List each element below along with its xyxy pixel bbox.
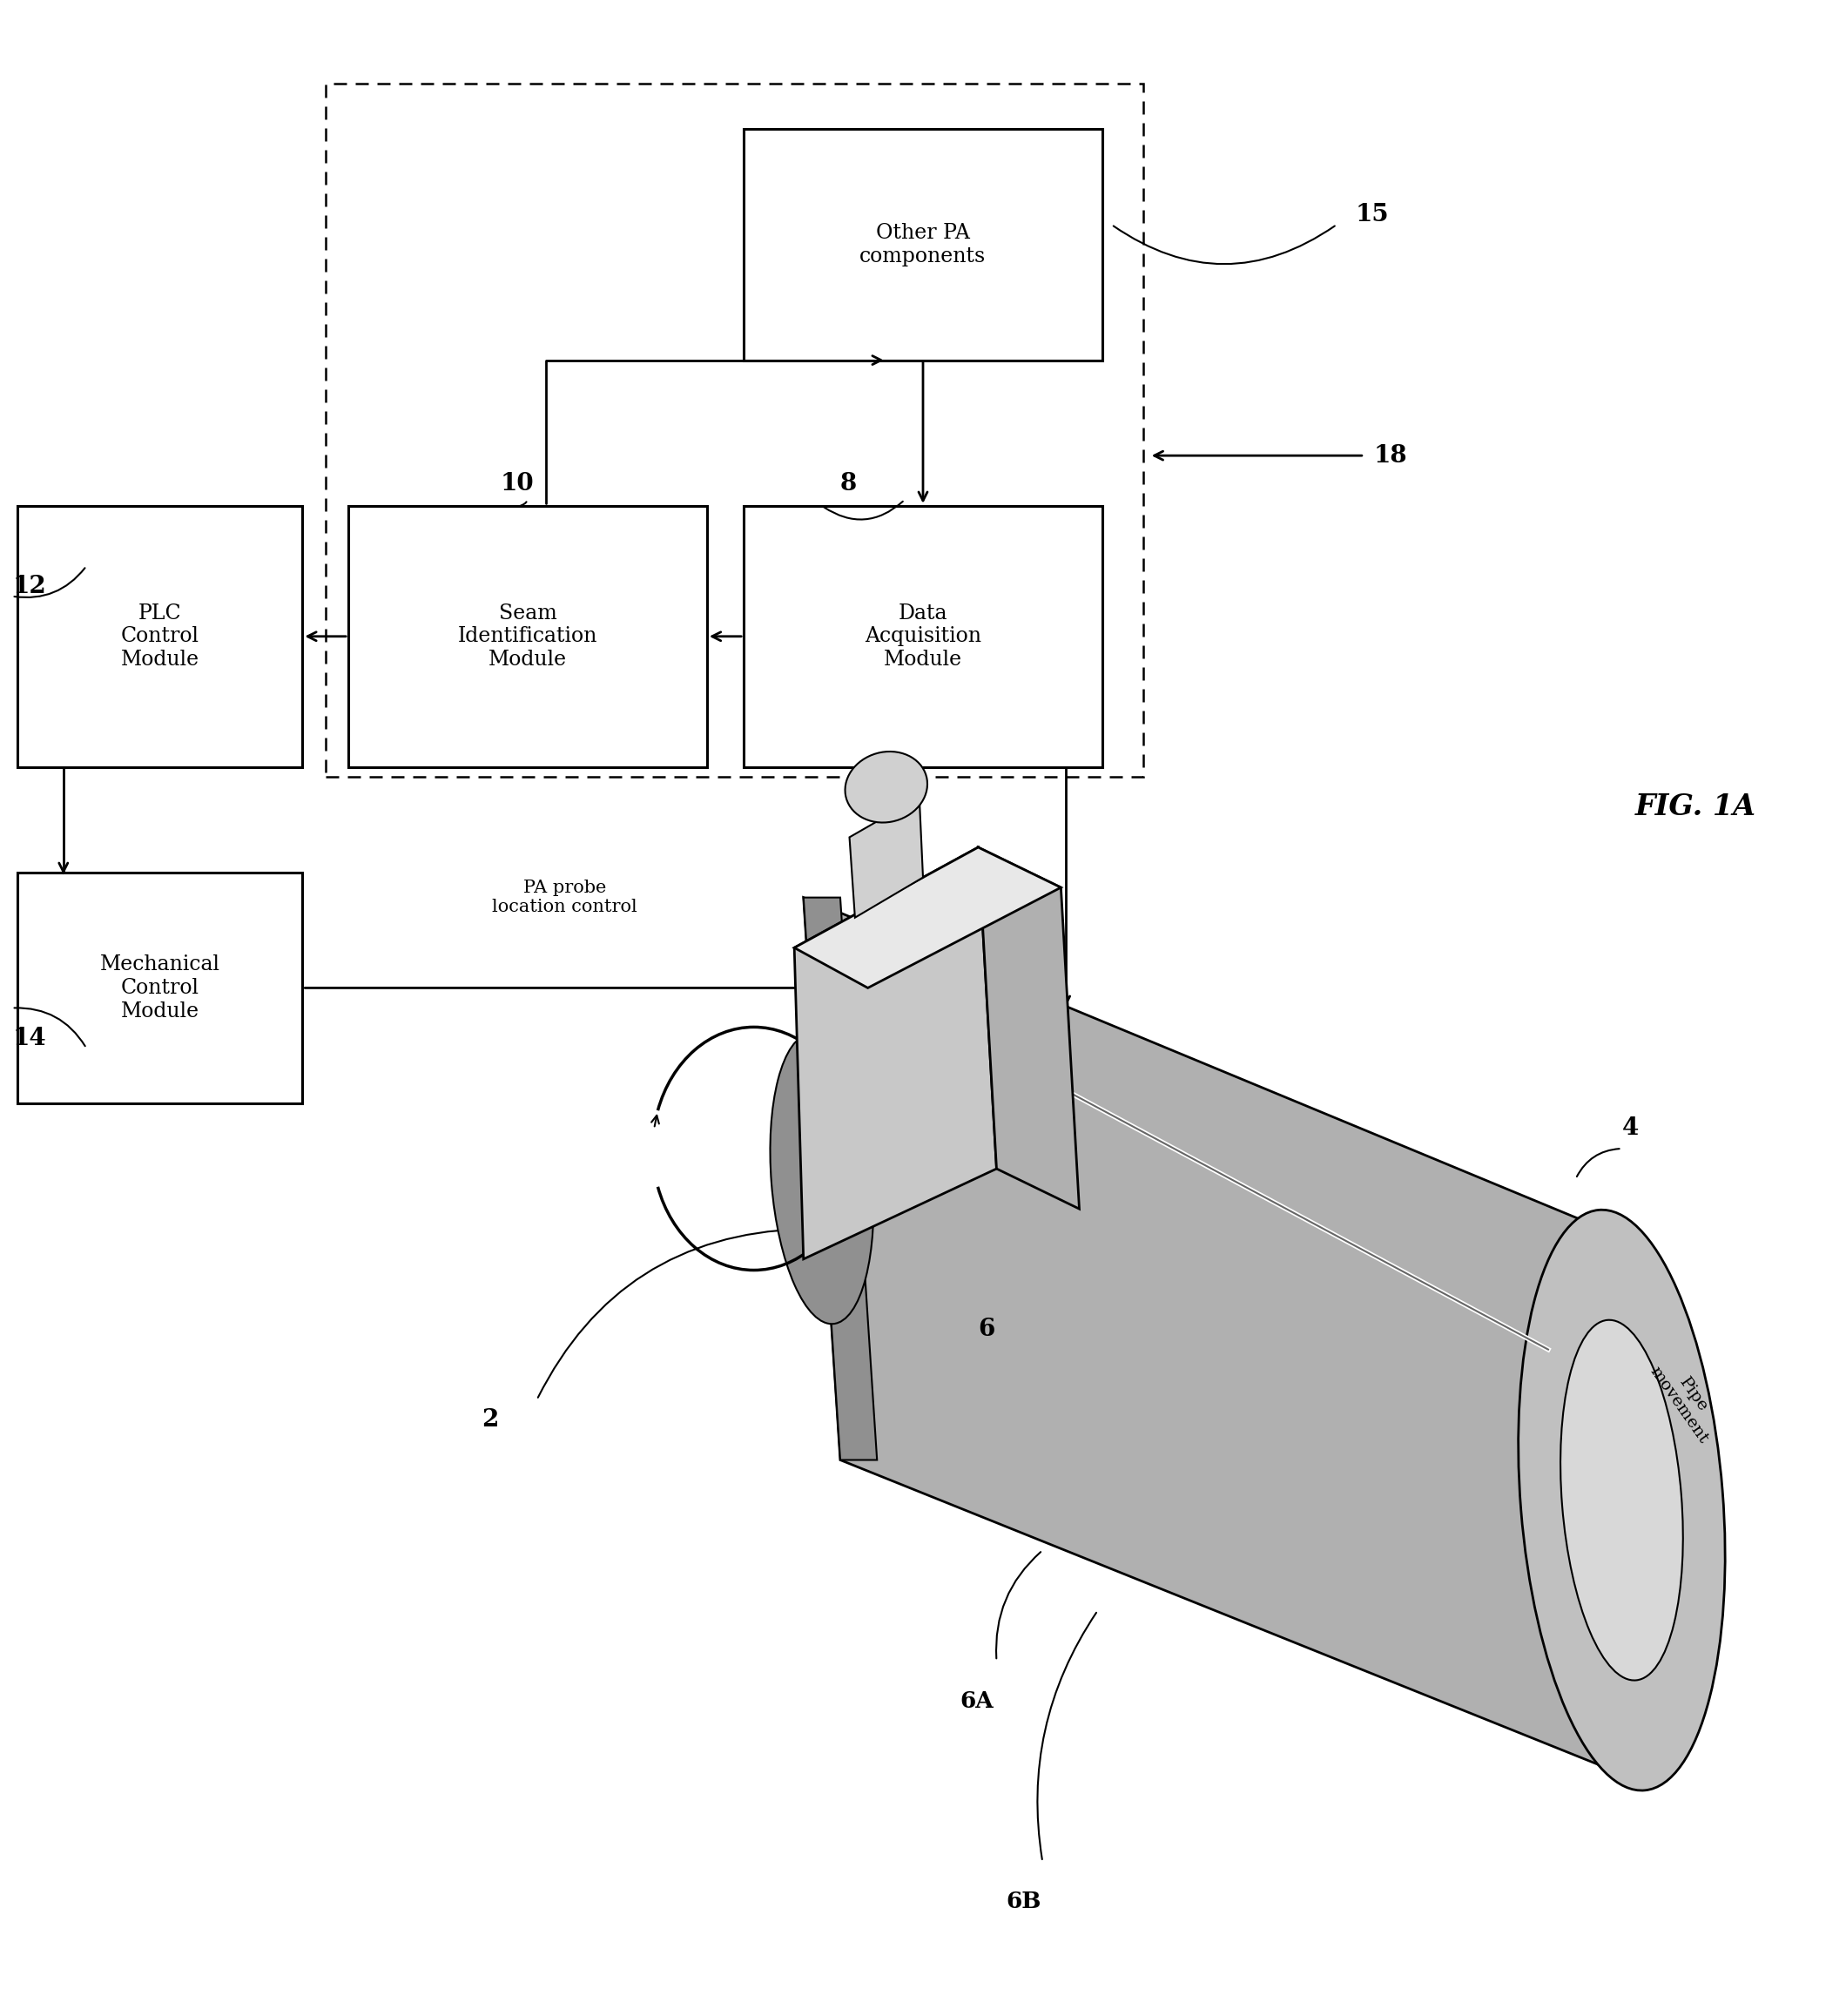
Bar (325, 85, 1145, 776)
Text: FIG. 1A: FIG. 1A (1636, 792, 1756, 821)
Text: Mechanical
Control
Module: Mechanical Control Module (100, 956, 220, 1020)
Bar (17, 873, 303, 1103)
Text: 4: 4 (1623, 1117, 1639, 1141)
Text: 12: 12 (13, 575, 46, 599)
Text: PA probe
location control: PA probe location control (491, 879, 637, 915)
Text: Data
Acquisition
Module: Data Acquisition Module (864, 603, 982, 669)
Polygon shape (794, 847, 1061, 988)
Text: PLC
Control
Module: PLC Control Module (120, 603, 199, 669)
Ellipse shape (770, 1034, 873, 1325)
Polygon shape (803, 897, 877, 1460)
Text: Pipe
movement: Pipe movement (1647, 1353, 1726, 1445)
Ellipse shape (845, 752, 927, 823)
Text: 14: 14 (13, 1026, 46, 1050)
Bar (349, 506, 707, 766)
Bar (17, 506, 303, 766)
Bar (744, 129, 1102, 361)
Text: 6A: 6A (960, 1689, 993, 1712)
Ellipse shape (1560, 1320, 1684, 1679)
Polygon shape (849, 796, 923, 917)
Text: 2: 2 (482, 1407, 498, 1431)
Text: 6: 6 (978, 1318, 995, 1341)
Bar (744, 506, 1102, 766)
Text: Other PA
components: Other PA components (860, 224, 986, 266)
Text: Seam
Identification
Module: Seam Identification Module (458, 603, 598, 669)
Text: 18: 18 (1373, 444, 1407, 468)
Ellipse shape (1517, 1210, 1726, 1790)
Polygon shape (794, 847, 997, 1260)
Polygon shape (978, 847, 1080, 1210)
Text: 6B: 6B (1006, 1891, 1041, 1913)
Text: 15: 15 (1355, 204, 1388, 226)
Text: 10: 10 (500, 472, 533, 496)
Text: 8: 8 (840, 472, 857, 496)
Polygon shape (803, 897, 1639, 1782)
